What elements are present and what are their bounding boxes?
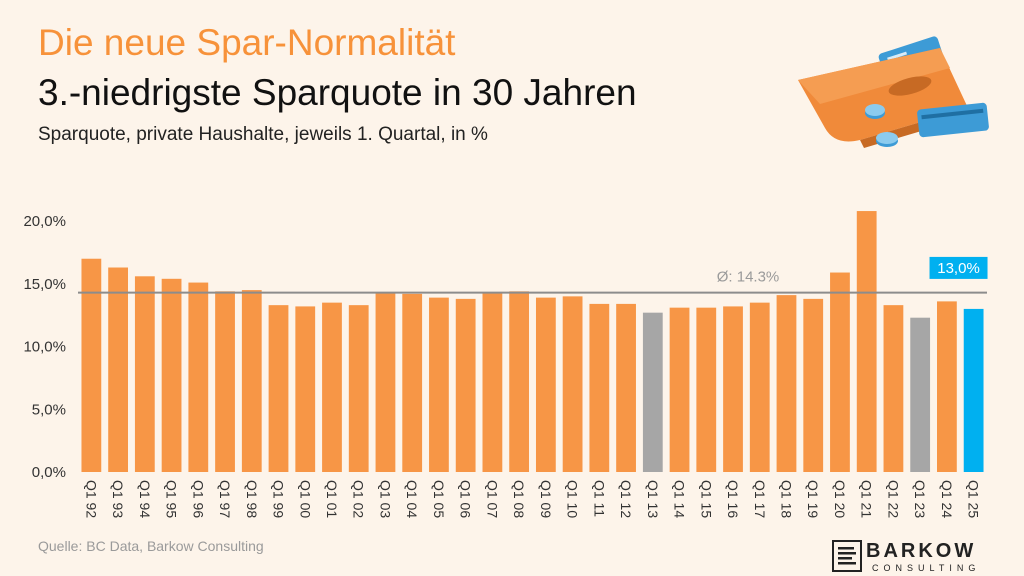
bar [482,292,503,472]
x-tick-label: Q1 07 [484,480,500,518]
x-tick-label: Q1 24 [939,480,955,518]
x-tick-label: Q1 96 [190,480,206,518]
chart-headline: 3.-niedrigste Sparquote in 30 Jahren [38,72,637,113]
chart-title: Die neue Spar-Normalität [38,22,456,63]
y-tick-label: 0,0% [32,464,66,481]
bar [509,291,530,472]
x-tick-label: Q1 15 [698,480,714,518]
barkow-logo-icon [832,540,862,572]
bar [937,301,957,472]
x-tick-label: Q1 97 [217,480,233,518]
y-tick-label: 10,0% [23,339,66,356]
x-tick-label: Q1 98 [244,480,260,518]
bar [616,303,636,472]
logo-name: BARKOW [866,540,977,562]
bar [535,297,556,472]
x-tick-label: Q1 25 [966,480,982,518]
bar [295,306,316,472]
bar [749,302,770,472]
x-tick-label: Q1 04 [404,480,420,518]
bar [589,303,610,472]
x-tick-label: Q1 94 [137,480,153,518]
x-tick-label: Q1 95 [164,480,180,518]
bar [402,293,423,472]
x-tick-label: Q1 03 [377,480,393,518]
y-tick-label: 5,0% [32,401,66,418]
bar [348,305,369,472]
bar [856,211,877,472]
bar [830,272,850,472]
x-tick-label: Q1 17 [752,480,768,518]
bar [81,258,102,472]
x-tick-label: Q1 18 [778,480,794,518]
wallet-icon [798,36,989,148]
x-tick-label: Q1 13 [645,480,661,518]
x-tick-label: Q1 99 [271,480,287,518]
bar [188,282,209,472]
x-tick-label: Q1 08 [511,480,527,518]
bar [322,302,342,472]
x-tick-label: Q1 23 [912,480,928,518]
bar [910,317,931,472]
highlight-label-box [929,256,988,279]
x-tick-label: Q1 92 [83,480,99,518]
bar [429,297,449,472]
bar [669,307,690,472]
bar [215,291,235,472]
x-tick-label: Q1 09 [538,480,554,518]
bar [268,305,289,472]
x-tick-label: Q1 20 [832,480,848,518]
x-tick-label: Q1 21 [859,480,875,518]
x-tick-label: Q1 05 [431,480,447,518]
bar [696,307,717,472]
x-tick-label: Q1 00 [297,480,313,518]
x-tick-label: Q1 02 [351,480,367,518]
bar [134,276,155,472]
bar [723,306,743,472]
x-tick-label: Q1 11 [591,480,607,517]
bar [375,292,396,472]
bar [161,278,182,472]
y-tick-label: 20,0% [23,213,66,230]
source-note: Quelle: BC Data, Barkow Consulting [38,538,264,554]
x-tick-label: Q1 10 [565,480,581,518]
x-tick-label: Q1 01 [324,480,340,518]
y-tick-label: 15,0% [23,276,66,293]
bar [776,295,797,472]
x-tick-label: Q1 12 [618,480,634,518]
bar [108,267,128,472]
bar [562,296,583,472]
bar [642,312,663,472]
x-tick-label: Q1 06 [458,480,474,518]
bar [455,298,476,472]
highlight-label: 13,0% [937,260,980,277]
bar [963,308,984,472]
x-tick-label: Q1 16 [725,480,741,518]
chart-subtitle: Sparquote, private Haushalte, jeweils 1.… [38,124,488,145]
average-label: Ø: 14.3% [717,269,780,286]
bar [883,305,904,472]
bar [803,298,824,472]
bar [241,290,262,472]
x-tick-label: Q1 22 [885,480,901,518]
x-tick-label: Q1 93 [110,480,126,518]
logo-subtitle: CONSULTING [872,563,981,573]
x-tick-label: Q1 19 [805,480,821,518]
x-tick-label: Q1 14 [672,480,688,518]
